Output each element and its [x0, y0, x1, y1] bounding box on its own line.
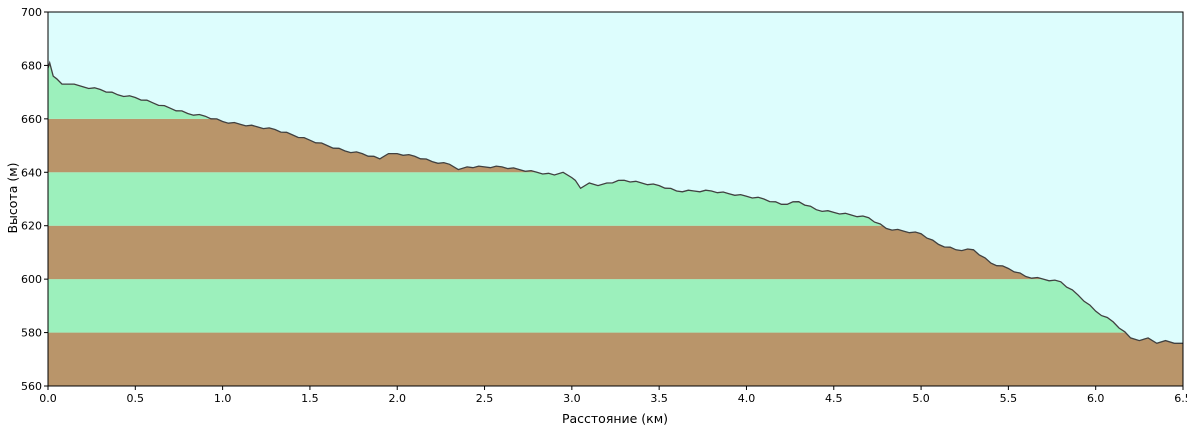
sky-above-profile: [48, 12, 1183, 344]
x-tick-label: 6.0: [1087, 392, 1105, 405]
x-tick-label: 5.5: [1000, 392, 1018, 405]
x-tick-label: 2.5: [476, 392, 494, 405]
y-axis: 560 580 600 620 640 660 680 700: [21, 6, 48, 393]
elevation-line: [47, 60, 1183, 345]
x-tick-label: 6.5: [1174, 392, 1187, 405]
y-tick-label: 620: [21, 220, 42, 233]
elevation-line-group: [47, 60, 1183, 345]
x-tick-label: 3.5: [650, 392, 668, 405]
x-tick-label: 4.0: [738, 392, 756, 405]
x-tick-label: 2.0: [388, 392, 406, 405]
y-axis-title: Высота (м): [5, 162, 20, 233]
x-tick-label: 1.5: [301, 392, 319, 405]
plot-border: [47, 11, 1184, 387]
y-tick-label: 680: [21, 59, 42, 72]
y-tick-label: 600: [21, 273, 42, 286]
y-tick-label: 560: [21, 380, 42, 393]
y-tick-label: 640: [21, 166, 42, 179]
x-tick-label: 5.0: [912, 392, 930, 405]
profile-sky-mask: [48, 12, 1183, 344]
plot-frame: [47, 11, 1184, 387]
x-tick-label: 3.0: [563, 392, 581, 405]
x-tick-label: 0.5: [127, 392, 145, 405]
elevation-band-580: [48, 279, 1183, 333]
y-tick-label: 700: [21, 6, 42, 19]
elevation-band-560: [48, 332, 1183, 386]
x-axis: 0.0 0.5 1.0 1.5 2.0 2.5 3.0 3.5 4.0 4.5 5.0 5.5 6.0 6…: [39, 386, 1187, 405]
y-tick-label: 580: [21, 327, 42, 340]
y-tick-label: 660: [21, 113, 42, 126]
x-tick-label: 0.0: [39, 392, 57, 405]
x-tick-label: 4.5: [825, 392, 843, 405]
x-tick-label: 1.0: [214, 392, 232, 405]
x-axis-title: Расстояние (км): [562, 411, 668, 426]
